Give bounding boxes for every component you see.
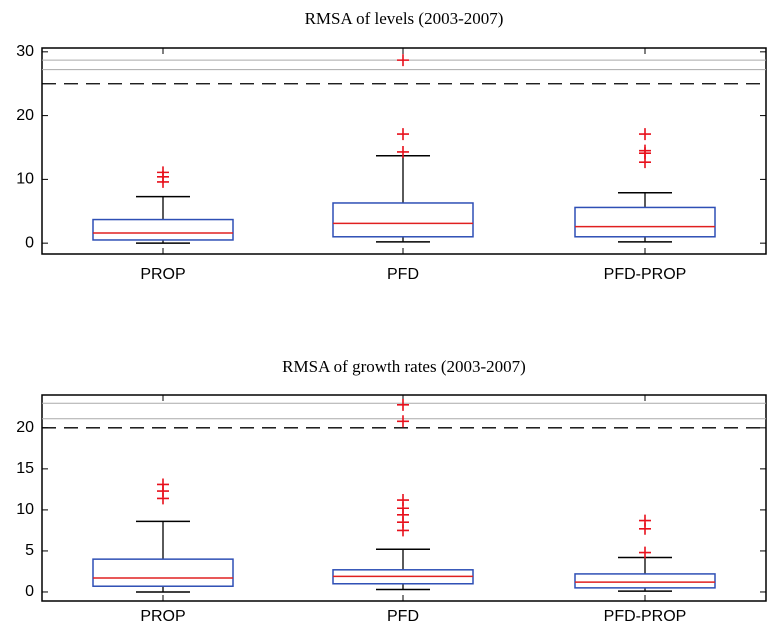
x-tick-label: PFD-PROP [604, 266, 687, 283]
outlier [397, 415, 409, 428]
outlier [639, 514, 651, 527]
chart-title: RMSA of growth rates (2003-2007) [282, 357, 526, 376]
outlier [639, 546, 651, 559]
y-tick-label: 20 [16, 419, 34, 436]
box [574, 573, 716, 589]
plot-frame [41, 47, 767, 255]
outlier [397, 54, 409, 67]
box-plot: RMSA of growth rates (2003-2007) 0 5 10 15 20… [16, 357, 767, 625]
y-tick-label: 15 [16, 460, 34, 477]
y-tick-label: 30 [16, 43, 34, 60]
y-tick-label: 10 [16, 171, 34, 188]
box [92, 218, 234, 241]
x-tick-label: PFD-PROP [604, 608, 687, 625]
outlier [639, 144, 651, 157]
box [332, 202, 474, 238]
outlier [397, 128, 409, 141]
box [574, 206, 716, 238]
outlier [157, 478, 169, 491]
y-tick-label: 0 [25, 583, 34, 600]
y-tick-label: 10 [16, 501, 34, 518]
x-tick-label: PFD [387, 266, 419, 283]
y-tick-label: 0 [25, 234, 34, 251]
x-tick-label: PFD [387, 608, 419, 625]
outlier [157, 166, 169, 179]
x-tick-label: PROP [140, 608, 185, 625]
chart-title: RMSA of levels (2003-2007) [305, 9, 504, 28]
outlier [639, 128, 651, 141]
box [92, 558, 234, 587]
box-plot: RMSA of levels (2003-2007) 0 10 20 30 PROP PFD… [16, 9, 767, 283]
outlier [397, 398, 409, 411]
y-tick-label: 5 [25, 542, 34, 559]
plot-frame [41, 394, 767, 602]
y-tick-label: 20 [16, 107, 34, 124]
x-tick-label: PROP [140, 266, 185, 283]
outlier [397, 494, 409, 507]
outlier [397, 145, 409, 158]
